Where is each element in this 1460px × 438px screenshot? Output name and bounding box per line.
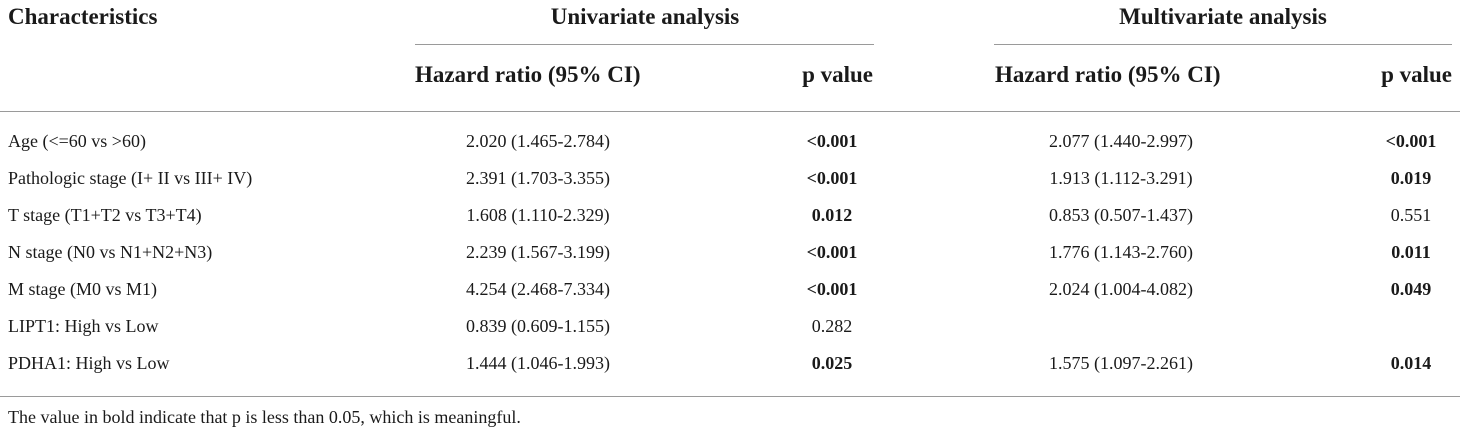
cell-hr-multivariate: 1.575 (1.097-2.261) — [1049, 353, 1193, 373]
cell-characteristic: Pathologic stage (I+ II vs III+ IV) — [8, 168, 253, 188]
header-multivariate: Multivariate analysis — [1119, 4, 1327, 29]
cell-p-multivariate: 0.551 — [1390, 205, 1432, 225]
cell-p-multivariate: 0.011 — [1391, 242, 1431, 262]
cell-hr-multivariate: 1.913 (1.112-3.291) — [1049, 168, 1193, 188]
table-footnote: The value in bold indicate that p is les… — [8, 407, 521, 427]
header-characteristics: Characteristics — [8, 4, 158, 29]
cell-characteristic: T stage (T1+T2 vs T3+T4) — [8, 205, 202, 225]
cell-hr-univariate: 1.608 (1.110-2.329) — [466, 205, 610, 225]
cell-p-multivariate: <0.001 — [1385, 131, 1437, 151]
cell-p-multivariate: 0.019 — [1390, 168, 1432, 188]
cell-hr-univariate: 0.839 (0.609-1.155) — [466, 316, 610, 336]
cell-hr-univariate: 1.444 (1.046-1.993) — [466, 353, 610, 373]
cell-p-univariate: <0.001 — [806, 131, 858, 151]
cell-p-multivariate: 0.049 — [1390, 279, 1432, 299]
multivariate-underline — [994, 44, 1452, 45]
cell-p-univariate: <0.001 — [806, 279, 858, 299]
cell-p-univariate: <0.001 — [806, 168, 858, 188]
cell-p-univariate: 0.012 — [811, 205, 853, 225]
cell-hr-multivariate: 0.853 (0.507-1.437) — [1049, 205, 1193, 225]
cell-hr-multivariate: 2.077 (1.440-2.997) — [1049, 131, 1193, 151]
cell-characteristic: Age (<=60 vs >60) — [8, 131, 146, 151]
header-hr-univariate: Hazard ratio (95% CI) — [415, 62, 641, 87]
table-bottom-rule — [0, 396, 1460, 397]
cell-p-univariate: 0.282 — [811, 316, 853, 336]
cell-hr-univariate: 2.020 (1.465-2.784) — [466, 131, 610, 151]
header-p-univariate: p value — [802, 62, 873, 87]
cell-p-multivariate: 0.014 — [1390, 353, 1432, 373]
univariate-underline — [415, 44, 874, 45]
header-univariate: Univariate analysis — [550, 4, 740, 29]
cell-characteristic: N stage (N0 vs N1+N2+N3) — [8, 242, 213, 262]
header-p-multivariate: p value — [1381, 62, 1452, 87]
cell-p-univariate: <0.001 — [806, 242, 858, 262]
cell-characteristic: LIPT1: High vs Low — [8, 316, 159, 336]
cell-p-univariate: 0.025 — [811, 353, 853, 373]
cell-characteristic: M stage (M0 vs M1) — [8, 279, 157, 299]
cell-hr-univariate: 2.391 (1.703-3.355) — [466, 168, 610, 188]
cell-hr-multivariate: 1.776 (1.143-2.760) — [1049, 242, 1193, 262]
header-separator — [0, 111, 1460, 112]
cell-hr-univariate: 2.239 (1.567-3.199) — [466, 242, 610, 262]
cell-hr-univariate: 4.254 (2.468-7.334) — [466, 279, 610, 299]
header-hr-multivariate: Hazard ratio (95% CI) — [995, 62, 1221, 87]
cell-hr-multivariate: 2.024 (1.004-4.082) — [1049, 279, 1193, 299]
cell-characteristic: PDHA1: High vs Low — [8, 353, 170, 373]
